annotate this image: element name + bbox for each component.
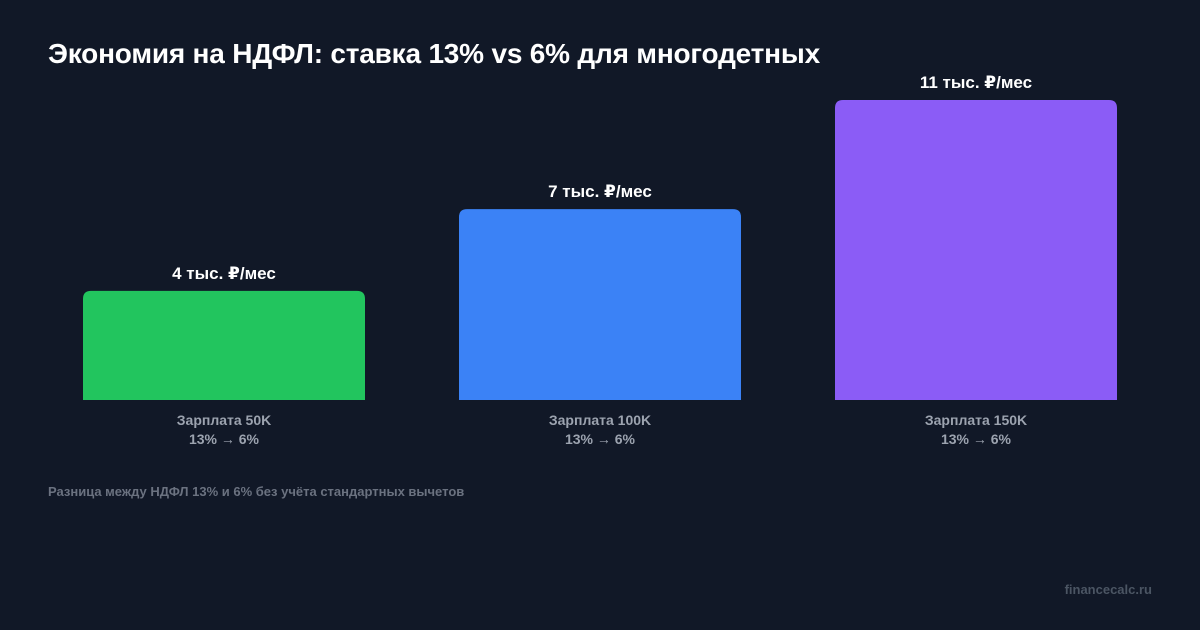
chart-title: Экономия на НДФЛ: ставка 13% vs 6% для м… bbox=[48, 38, 820, 69]
bar-1 bbox=[83, 290, 365, 400]
bar-2 bbox=[459, 209, 741, 400]
category-label-2: Зарплата 100K bbox=[549, 412, 651, 428]
category-label-1: Зарплата 50K bbox=[177, 412, 271, 428]
bar-value-label-1: 4 тыс. ₽/мес bbox=[172, 264, 276, 283]
category-sublabel-3: 13% → 6% bbox=[941, 431, 1012, 447]
bar-3 bbox=[835, 100, 1117, 400]
category-sublabel-2: 13% → 6% bbox=[565, 431, 636, 447]
bar-value-label-2: 7 тыс. ₽/мес bbox=[548, 182, 652, 201]
category-sublabel-1: 13% → 6% bbox=[189, 431, 260, 447]
category-label-3: Зарплата 150K bbox=[925, 412, 1027, 428]
bar-value-label-3: 11 тыс. ₽/мес bbox=[920, 73, 1032, 92]
brand-watermark: financecalc.ru bbox=[1064, 582, 1152, 597]
chart-footnote: Разница между НДФЛ 13% и 6% без учёта ст… bbox=[48, 484, 465, 499]
